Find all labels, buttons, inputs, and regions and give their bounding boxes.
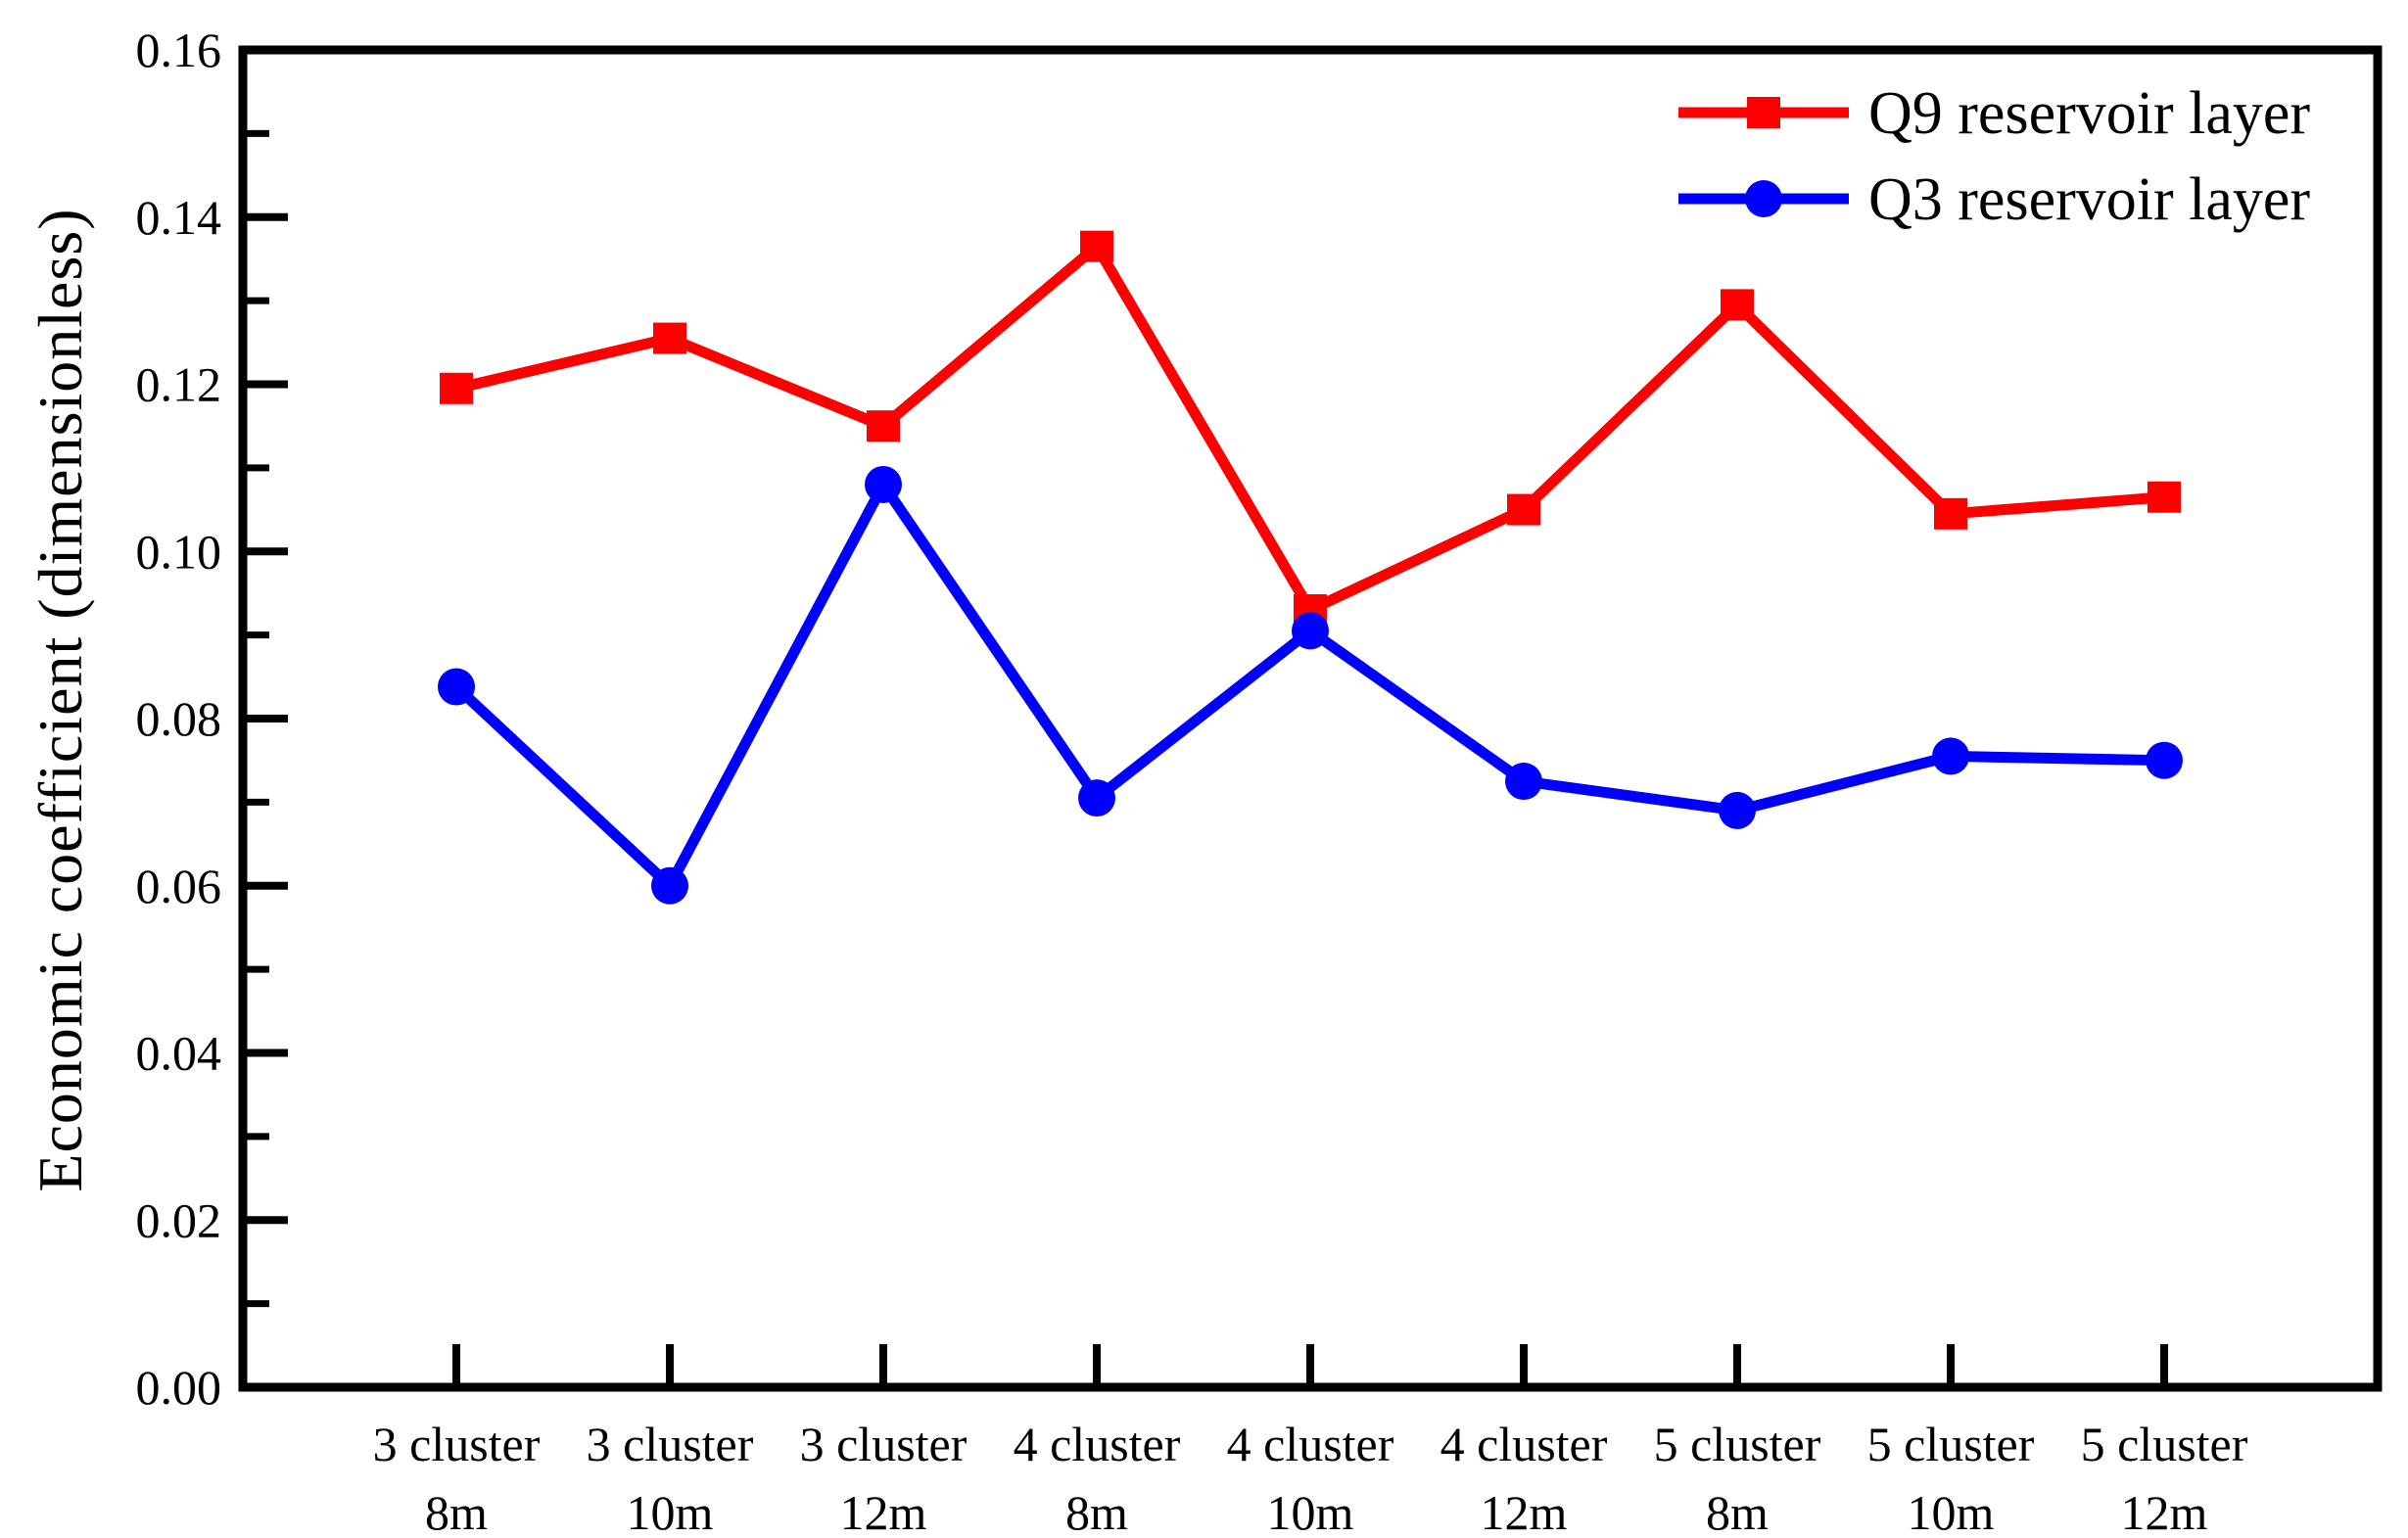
data-point	[1505, 763, 1542, 801]
x-tick-label-line2: 10m	[1267, 1485, 1354, 1538]
x-tick-label-line1: 5 cluster	[2081, 1417, 2248, 1471]
y-tick-label: 0.12	[136, 357, 222, 412]
y-tick-label: 0.08	[136, 691, 222, 746]
data-point	[2148, 481, 2181, 513]
data-point	[653, 322, 686, 354]
x-axis-ticks: 3 cluster 8m 3 cluster 10m 3 cluster 12m 4 clu…	[373, 1344, 2248, 1538]
data-point	[865, 465, 902, 503]
series-q9	[440, 230, 2181, 627]
data-point	[2146, 741, 2183, 779]
x-tick-label-line2: 12m	[1481, 1485, 1568, 1538]
data-point	[1721, 289, 1754, 321]
data-point	[438, 668, 475, 706]
data-point	[1934, 497, 1967, 530]
data-point	[440, 372, 473, 404]
x-tick-label-line1: 5 cluster	[1867, 1417, 2035, 1471]
x-tick-label-line1: 5 cluster	[1654, 1417, 1821, 1471]
x-tick-label-line1: 3 cluster	[800, 1417, 968, 1471]
y-tick-label: 0.14	[136, 190, 222, 245]
y-tick-label: 0.10	[136, 524, 222, 579]
legend-entry-q9: Q9 reservoir layer	[1678, 80, 2310, 147]
x-tick-label-line2: 8m	[1706, 1485, 1769, 1538]
x-tick-label-line2: 8m	[425, 1485, 488, 1538]
series-line	[452, 474, 2165, 895]
x-tick-label-line2: 10m	[1908, 1485, 1995, 1538]
x-tick-label-line1: 4 cluster	[1014, 1417, 1181, 1471]
data-point	[867, 410, 900, 443]
x-tick-label-line2: 12m	[2121, 1485, 2208, 1538]
x-tick-label-line2: 8m	[1065, 1485, 1128, 1538]
data-point	[1932, 737, 1969, 775]
x-tick-label-line1: 3 cluster	[373, 1417, 541, 1471]
data-point	[1080, 230, 1113, 262]
data-point	[651, 866, 688, 905]
legend: Q9 reservoir layer Q3 reservoir layer	[1678, 80, 2310, 233]
y-tick-label: 0.16	[136, 23, 222, 77]
x-tick-label-line1: 4 cluster	[1440, 1417, 1608, 1471]
y-axis-title: Economic coefficient (dimensionless)	[25, 208, 95, 1192]
x-tick-label-line1: 3 cluster	[587, 1417, 754, 1471]
legend-label: Q3 reservoir layer	[1868, 166, 2310, 233]
x-tick-label-line2: 10m	[627, 1485, 714, 1538]
legend-label: Q9 reservoir layer	[1868, 80, 2310, 147]
y-tick-label: 0.02	[136, 1192, 222, 1247]
plot-frame	[238, 45, 2383, 1392]
data-point	[1719, 791, 1756, 829]
data-point	[1078, 779, 1115, 817]
data-point	[1292, 612, 1329, 650]
x-tick-label-line2: 12m	[840, 1485, 927, 1538]
data-point	[1507, 493, 1540, 526]
y-tick-label: 0.04	[136, 1026, 222, 1081]
series-line	[454, 238, 2165, 618]
x-tick-label-line1: 4 cluster	[1227, 1417, 1394, 1471]
y-axis-ticks: 0.00 0.02 0.04 0.06 0.08 0.10 0.12 0.14 0.16	[136, 23, 288, 1415]
legend-entry-q3: Q3 reservoir layer	[1678, 166, 2310, 233]
y-tick-label: 0.00	[136, 1360, 222, 1415]
legend-marker	[1745, 180, 1782, 217]
legend-marker	[1747, 97, 1780, 128]
y-tick-label: 0.06	[136, 859, 222, 913]
series-q3	[438, 465, 2183, 905]
